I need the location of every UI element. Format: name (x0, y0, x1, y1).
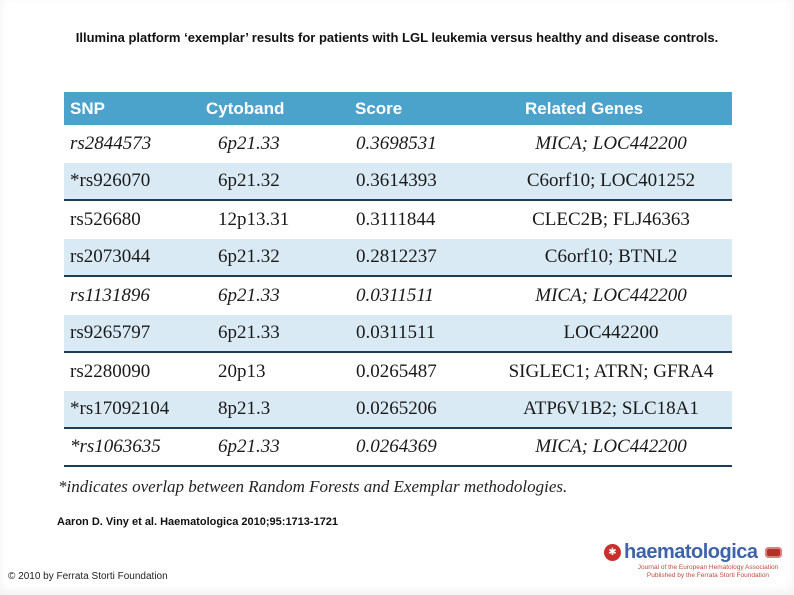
flower-icon: ✱ (604, 544, 621, 561)
cell-cytoband: 6p21.32 (218, 246, 280, 267)
cell-cytoband: 20p13 (218, 361, 266, 382)
table-row: *rs926070 6p21.32 0.3614393 C6orf10; LOC401… (64, 163, 732, 201)
column-header-snp: SNP (70, 98, 105, 118)
cell-cytoband: 6p21.33 (218, 133, 280, 154)
logo-tagline-1: Journal of the European Hematology Assoc… (637, 564, 779, 571)
table-row: *rs17092104 8p21.3 0.0265206 ATP6V1B2; SLC1… (64, 391, 732, 429)
column-header-score: Score (355, 98, 403, 118)
seal-icon (764, 547, 782, 558)
cell-cytoband: 6p21.33 (218, 285, 280, 306)
logo-wordmark: haematologica (624, 541, 758, 563)
cell-genes: SIGLEC1; ATRN; GFRA4 (508, 361, 714, 382)
cell-snp: rs526680 (70, 209, 141, 230)
column-header-related-genes: Related Genes (525, 98, 644, 118)
table-row: *rs1063635 6p21.33 0.0264369 MICA; LOC44220… (64, 429, 732, 467)
cell-cytoband: 6p21.32 (218, 170, 280, 191)
table-body: rs2844573 6p21.33 0.3698531 MICA; LOC442200… (64, 125, 732, 467)
cell-cytoband: 6p21.33 (218, 436, 280, 457)
haematologica-logo: ✱ haematologica Journal of the European … (604, 541, 790, 579)
cell-genes: MICA; LOC442200 (535, 133, 687, 154)
cell-score: 0.3614393 (356, 170, 437, 191)
cell-genes: C6orf10; BTNL2 (544, 246, 678, 267)
cell-cytoband: 6p21.33 (218, 322, 280, 343)
cell-genes: LOC442200 (563, 322, 659, 343)
cell-genes: C6orf10; LOC401252 (526, 170, 696, 191)
cell-score: 0.3111844 (356, 209, 436, 230)
cell-cytoband: 12p13.31 (218, 209, 290, 230)
cell-snp: *rs926070 (70, 170, 151, 191)
logo-tagline-2: Published by the Ferrata Storti Foundati… (646, 571, 770, 579)
cell-score: 0.3698531 (356, 133, 437, 154)
table-row: rs9265797 6p21.33 0.0311511 LOC442200 (64, 315, 732, 353)
cell-snp: rs2844573 (70, 133, 152, 154)
table-row: rs1131896 6p21.33 0.0311511 MICA; LOC442200 (64, 277, 732, 315)
table-header-row: SNP Cytoband Score Related Genes (64, 92, 732, 125)
cell-genes: CLEC2B; FLJ46363 (532, 209, 690, 230)
results-table: SNP Cytoband Score Related Genes rs28445… (64, 92, 732, 467)
cell-genes: MICA; LOC442200 (535, 436, 687, 457)
cell-genes: MICA; LOC442200 (535, 285, 687, 306)
cell-score: 0.2812237 (356, 246, 437, 267)
table-row: rs526680 12p13.31 0.3111844 CLEC2B; FLJ4636… (64, 201, 732, 239)
logo-taglines: Journal of the European Hematology Assoc… (604, 564, 790, 579)
slide-title: Illumina platform ‘exemplar’ results for… (75, 30, 719, 45)
column-header-cytoband: Cytoband (206, 98, 285, 118)
cell-score: 0.0311511 (356, 285, 434, 306)
cell-score: 0.0264369 (356, 436, 437, 457)
cell-score: 0.0311511 (356, 322, 436, 343)
cell-score: 0.0265206 (356, 398, 437, 419)
table-footnote: *indicates overlap between Random Forest… (58, 477, 568, 496)
cell-score: 0.0265487 (356, 361, 437, 382)
cell-snp: rs2073044 (70, 246, 151, 267)
cell-cytoband: 8p21.3 (218, 398, 271, 419)
cell-snp: *rs17092104 (70, 398, 170, 419)
cell-genes: ATP6V1B2; SLC18A1 (523, 398, 699, 419)
citation-text: Aaron D. Viny et al. Haematologica 2010;… (57, 516, 339, 528)
cell-snp: rs2280090 (70, 361, 151, 382)
logo-row: ✱ haematologica (604, 541, 790, 564)
cell-snp: rs1131896 (70, 285, 150, 306)
table-row: rs2073044 6p21.32 0.2812237 C6orf10; BTNL2 (64, 239, 732, 277)
table-row: rs2844573 6p21.33 0.3698531 MICA; LOC442200 (64, 125, 732, 163)
copyright-text: © 2010 by Ferrata Storti Foundation (8, 571, 168, 582)
table-row: rs2280090 20p13 0.0265487 SIGLEC1; ATRN; GF… (64, 353, 732, 391)
cell-snp: *rs1063635 (70, 436, 161, 457)
cell-snp: rs9265797 (70, 322, 151, 343)
